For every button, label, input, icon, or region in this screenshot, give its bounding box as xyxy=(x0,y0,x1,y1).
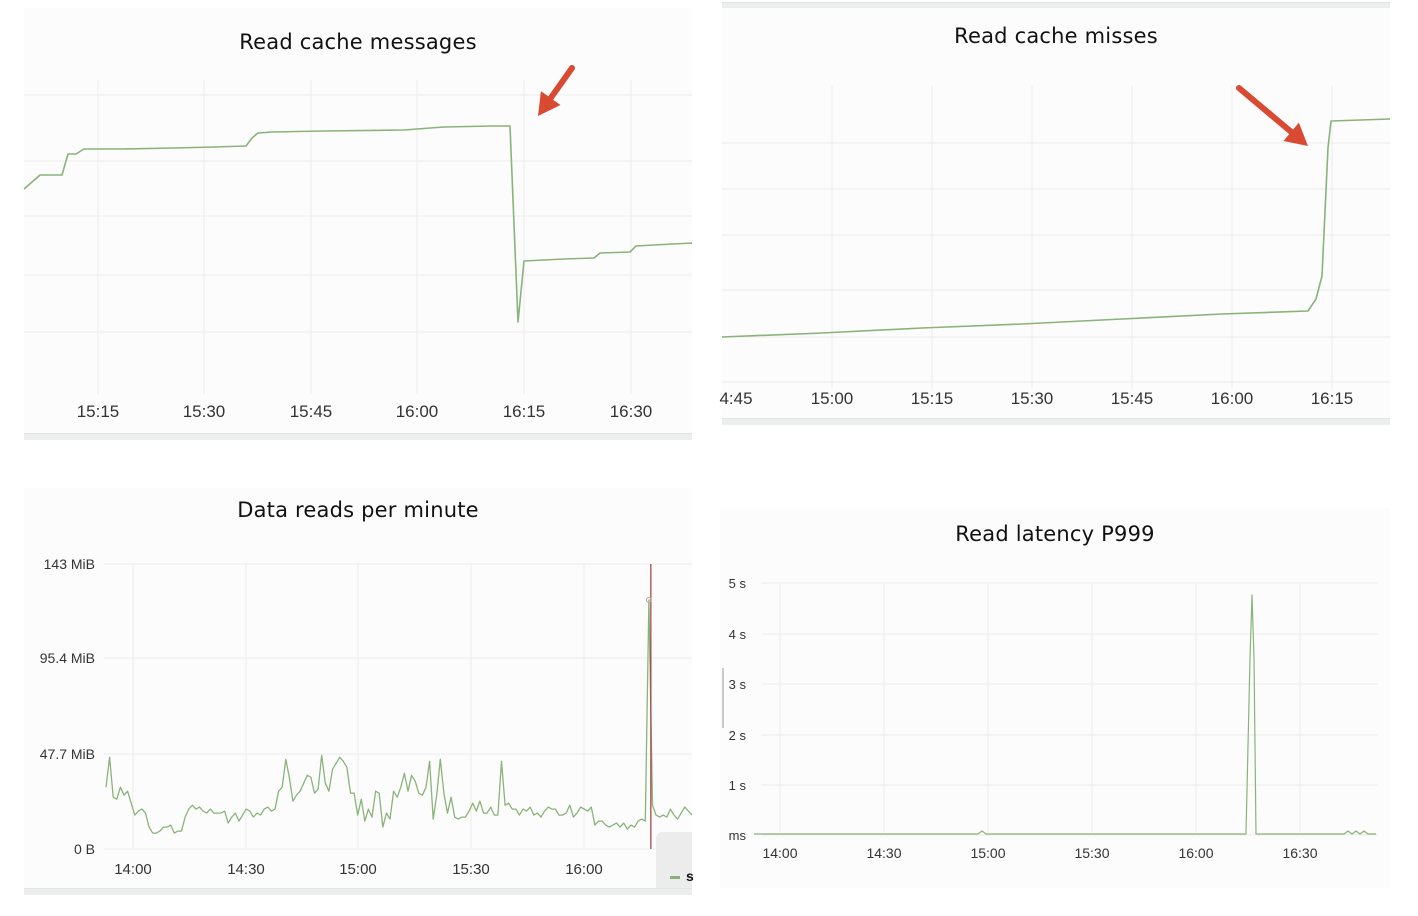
x-tick-label: 15:15 xyxy=(911,389,954,408)
x-tick-label: 16:15 xyxy=(503,402,546,421)
y-tick-label: 95.4 MiB xyxy=(40,650,95,666)
x-tick-label: 14:00 xyxy=(762,845,797,861)
x-tick-label: 16:00 xyxy=(396,402,439,421)
y-tick-label: 4 s xyxy=(729,627,747,642)
x-tick-label: 16:15 xyxy=(1311,389,1354,408)
chart-data-reads-per-minute[interactable]: 143 MiB 95.4 MiB 47.7 MiB 0 B 14:00 14:30 15:0… xyxy=(24,488,693,888)
x-tick-label: 15:00 xyxy=(970,845,1005,861)
y-tick-label: 0 B xyxy=(74,841,95,857)
series-line[interactable] xyxy=(754,594,1376,835)
x-tick-label: 14:30 xyxy=(866,845,901,861)
y-tick-label: 2 s xyxy=(729,728,747,743)
x-tick-label: 15:30 xyxy=(1074,845,1109,861)
x-tick-label: 15:00 xyxy=(811,389,854,408)
y-tick-label: 3 s xyxy=(729,677,747,692)
x-tick-label: 14:30 xyxy=(227,861,265,878)
panel-divider xyxy=(24,433,692,440)
x-tick-label: 15:15 xyxy=(77,402,120,421)
panel-divider xyxy=(24,888,692,895)
series-line[interactable] xyxy=(23,125,693,323)
y-tick-label: 47.7 MiB xyxy=(40,746,95,762)
chart-read-cache-misses[interactable]: 4:45 15:00 15:15 15:30 15:45 16:00 16:15 xyxy=(719,8,1391,418)
panel-title: Read latency P999 xyxy=(955,522,1155,546)
arrow-annotation-icon xyxy=(1283,122,1308,146)
x-tick-label: 15:45 xyxy=(290,402,333,421)
panel-read-cache-misses: Read cache misses 4:45 15:00 15:15 15:30 15:… xyxy=(719,8,1391,418)
legend-box: s xyxy=(656,832,694,888)
panel-top-divider xyxy=(722,2,1390,9)
x-tick-label: 15:45 xyxy=(1111,389,1154,408)
x-tick-label: 15:30 xyxy=(1011,389,1054,408)
panel-read-latency-p999: Read latency P999 5 s 4 s 3 s 2 s 1 s ms 14:00… xyxy=(720,508,1390,888)
panel-title: Read cache messages xyxy=(239,30,477,54)
x-tick-label: 16:00 xyxy=(1211,389,1254,408)
x-tick-label: 16:30 xyxy=(1282,845,1317,861)
x-tick-label: 15:30 xyxy=(183,402,226,421)
x-tick-label: 16:00 xyxy=(565,861,603,878)
arrow-annotation-icon xyxy=(538,91,561,116)
x-tick-label: 14:00 xyxy=(114,861,152,878)
x-tick-label: 16:00 xyxy=(1178,845,1213,861)
y-tick-label: 1 s xyxy=(729,778,747,793)
panel-title: Data reads per minute xyxy=(237,498,479,522)
panel-divider xyxy=(722,418,1390,425)
series-line[interactable] xyxy=(721,118,1391,338)
x-tick-label: 15:00 xyxy=(339,861,377,878)
arrow-annotation-shaft xyxy=(547,65,575,102)
series-line[interactable] xyxy=(105,599,693,834)
chart-read-latency-p999[interactable]: 5 s 4 s 3 s 2 s 1 s ms 14:00 14:30 15:00 15:30 16:… xyxy=(720,508,1390,888)
panel-data-reads-per-minute: Data reads per minute 143 MiB 95.4 MiB 47.… xyxy=(24,488,694,888)
y-tick-label: 5 s xyxy=(729,576,747,591)
y-tick-label: ms xyxy=(729,828,747,843)
arrow-annotation-shaft xyxy=(1236,85,1295,135)
x-tick-label: 16:30 xyxy=(610,402,653,421)
hover-point-marker xyxy=(645,596,652,603)
x-tick-label: 15:30 xyxy=(452,861,490,878)
legend-label[interactable]: s xyxy=(686,868,694,884)
y-tick-label: 143 MiB xyxy=(44,556,95,572)
chart-read-cache-messages[interactable]: 15:15 15:30 15:45 16:00 16:15 16:30 xyxy=(23,8,693,436)
panel-title: Read cache misses xyxy=(954,24,1158,48)
x-tick-label: 4:45 xyxy=(719,389,752,408)
legend-swatch xyxy=(670,876,680,879)
panel-read-cache-messages: Read cache messages 15:15 15:30 15:45 16:00… xyxy=(23,8,693,436)
